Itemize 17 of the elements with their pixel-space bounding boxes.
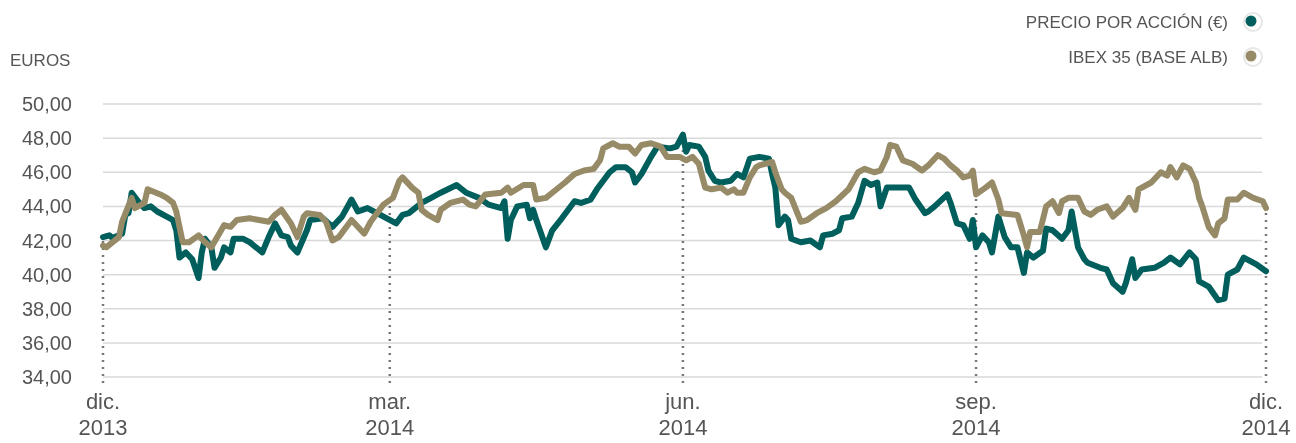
x-tick-label: dic. 2013	[78, 389, 128, 440]
y-tick-label: 50,00	[21, 93, 72, 115]
x-tick-label: sep. 2014	[951, 389, 1001, 440]
y-tick-label: 34,00	[21, 366, 72, 388]
y-axis-title: EUROS	[10, 51, 71, 70]
x-tick-label: jun. 2014	[658, 389, 708, 440]
y-tick-label: 42,00	[21, 229, 72, 252]
legend-label: IBEX 35 (BASE ALB)	[1068, 47, 1228, 67]
y-tick-label: 46,00	[21, 161, 72, 184]
y-tick-label: 44,00	[21, 195, 72, 218]
x-tick-label: mar. 2014	[365, 389, 415, 440]
y-tick-label: 38,00	[21, 297, 72, 320]
y-tick-label: 48,00	[21, 127, 72, 150]
y-tick-label: 40,00	[21, 263, 72, 286]
y-tick-label: 36,00	[21, 331, 72, 354]
x-tick-label: dic. 2014	[1241, 389, 1291, 440]
legend-label: PRECIO POR ACCIÓN (€)	[1025, 12, 1228, 32]
